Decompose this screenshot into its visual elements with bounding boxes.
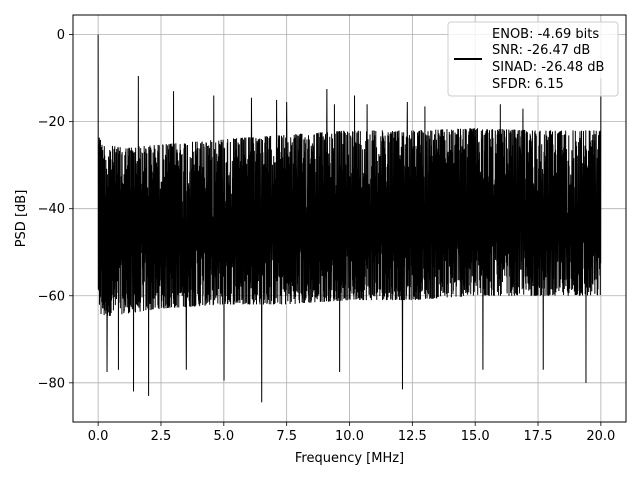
plot-area xyxy=(97,34,602,403)
y-tick-label: −20 xyxy=(38,115,65,130)
x-tick-label: 0.0 xyxy=(88,429,109,444)
y-tick-label: −80 xyxy=(38,376,65,391)
y-tick-label: 0 xyxy=(57,28,65,43)
x-tick-label: 10.0 xyxy=(335,429,364,444)
x-tick-label: 15.0 xyxy=(461,429,490,444)
legend-box xyxy=(447,21,619,97)
legend-sinad: SINAD: -26.48 dB xyxy=(492,60,604,75)
x-tick-label: 5.0 xyxy=(213,429,234,444)
psd-signal-line xyxy=(97,34,602,403)
x-tick-label: 7.5 xyxy=(276,429,297,444)
legend-sfdr: SFDR: 6.15 xyxy=(492,77,564,92)
x-tick-label: 20.0 xyxy=(586,429,615,444)
legend: ENOB: -4.69 bits SNR: -26.47 dB SINAD: -… xyxy=(447,21,619,97)
x-tick-label: 2.5 xyxy=(151,429,172,444)
x-tick-label: 17.5 xyxy=(524,429,553,444)
x-tick-label: 12.5 xyxy=(398,429,427,444)
y-tick-label: −40 xyxy=(38,202,65,217)
legend-snr: SNR: -26.47 dB xyxy=(492,43,590,58)
y-tick-label: −60 xyxy=(38,289,65,304)
x-axis-label: Frequency [MHz] xyxy=(295,451,404,466)
legend-enob: ENOB: -4.69 bits xyxy=(492,27,599,42)
x-axis: 0.0 2.5 5.0 7.5 10.0 12.5 15.0 17.5 20.0 xyxy=(88,422,615,444)
y-axis-label: PSD [dB] xyxy=(14,190,29,248)
y-axis: 0 −20 −40 −60 −80 xyxy=(38,28,73,391)
